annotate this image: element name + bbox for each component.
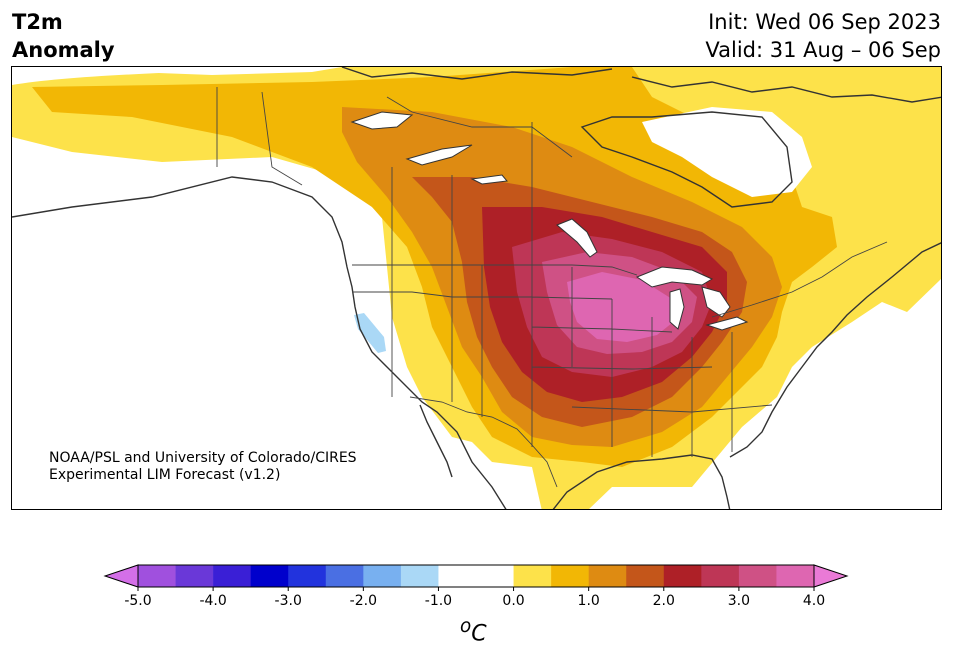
colorbar-ticks: -5.0-4.0-3.0-2.0-1.00.01.02.03.04.05.0 [124,587,825,609]
colorbar-arrow-high [813,564,849,588]
band-pink [567,272,677,342]
colorbar-outline [137,564,815,588]
credit-text: NOAA/PSL and University of Colorado/CIRE… [49,450,357,484]
credit-line-1: NOAA/PSL and University of Colorado/CIRE… [49,450,357,466]
coastlines [12,67,941,509]
lake-athabasca [470,174,508,185]
anomaly-shading [12,67,941,509]
colorbar-cell [551,565,589,587]
colorbar-tick-label: -5.0 [124,593,151,609]
lake-huron [701,286,731,318]
colorbar-cell [513,565,552,587]
valid-range: Valid: 31 Aug – 06 Sep [705,38,941,62]
lakes [350,111,749,331]
province-lines [216,87,573,265]
lake-michigan [669,288,685,330]
band-white-arctic-left [12,67,342,81]
lake-winnipeg [556,218,598,258]
colorbar-cell [701,565,740,587]
lake-erie [705,316,749,331]
colorbar-cells [103,564,849,588]
colorbar-tick-label: 4.0 [803,593,825,609]
unit-letter: C [471,621,487,647]
colorbar-cell [175,565,214,587]
colorbar-cell [738,565,777,587]
state-lines [352,265,773,457]
political-borders [216,87,888,488]
credit-line-2: Experimental LIM Forecast (v1.2) [49,467,281,483]
band-white-hudson [642,107,812,197]
great-slave-lake [405,144,473,166]
title-line-1: T2m [12,10,63,34]
atlantic-coast [729,242,941,458]
baja-coast [419,404,453,478]
colorbar-unit-label: oC [460,616,487,646]
lake-superior [635,266,714,288]
map-title: T2m Anomaly [12,8,115,64]
colorbar-cell [776,565,815,587]
colorbar-tick-label: 3.0 [728,593,750,609]
colorbar-tick-label: 0.0 [502,593,524,609]
colorbar-tick-label: -2.0 [350,593,377,609]
title-line-2: Anomaly [12,38,115,62]
colorbar-cell [626,565,665,587]
colorbar-cell [588,565,627,587]
colorbar-tick-label: -3.0 [275,593,302,609]
init-date: Init: Wed 06 Sep 2023 [708,10,941,34]
colorbar-cell [663,565,702,587]
colorbar-arrow-low [103,564,139,588]
great-bear-lake [350,111,414,130]
colorbar-cell [476,565,514,587]
forecast-dates: Init: Wed 06 Sep 2023 Valid: 31 Aug – 06… [705,8,941,64]
us-mexico-border [409,396,558,488]
anomaly-map [11,66,942,510]
colorbar: -5.0-4.0-3.0-2.0-1.00.01.02.03.04.05.0 [103,564,849,609]
pacific-coast [12,176,507,509]
colorbar-cell [213,565,251,587]
band-cool-lightblue [354,313,386,353]
colorbar-tick-label: -4.0 [199,593,226,609]
colorbar-cell [138,565,176,587]
gulf-coast [552,454,731,509]
colorbar-cell [438,565,477,587]
colorbar-cell [288,565,327,587]
colorbar-tick-label: -1.0 [425,593,452,609]
colorbar-cell [325,565,364,587]
hudson-bay-coast [580,111,793,208]
unit-superscript: o [460,616,472,637]
colorbar-cell [250,565,289,587]
map-canvas [12,67,941,509]
arctic-islands [341,67,941,103]
colorbar-tick-label: 1.0 [578,593,600,609]
colorbar-cell [400,565,439,587]
colorbar-cell [363,565,402,587]
colorbar-tick-label: 2.0 [653,593,675,609]
